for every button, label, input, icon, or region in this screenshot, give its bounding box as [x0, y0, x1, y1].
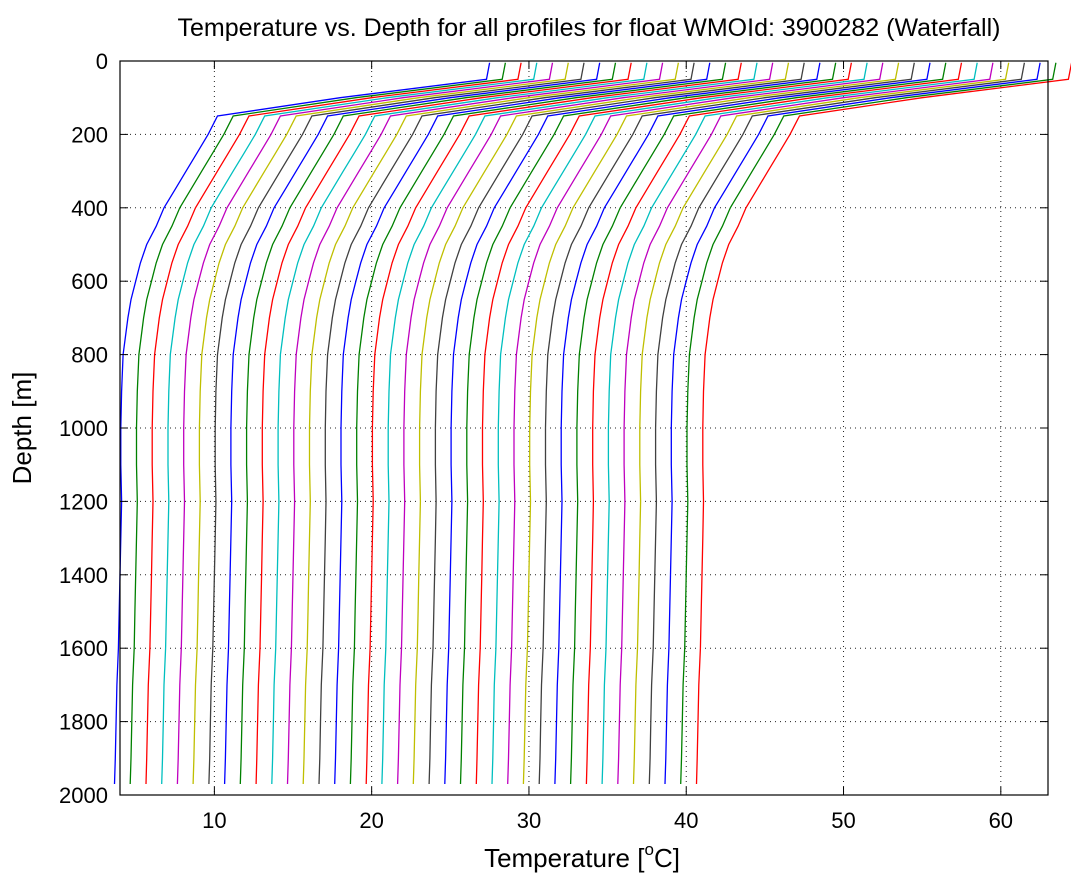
profile-line — [381, 62, 758, 785]
y-tick-label: 200 — [71, 122, 108, 147]
profile-line — [396, 62, 774, 785]
profile-line — [680, 62, 1057, 785]
profile-line — [664, 62, 1041, 785]
profile-line — [601, 62, 978, 785]
profile-line — [176, 62, 554, 785]
axis-ticks: 10 20 30 40 50 600200400600800100012001400160… — [59, 49, 1048, 833]
profile-line — [192, 62, 569, 785]
y-tick-label: 1600 — [59, 636, 108, 661]
profile-line — [271, 62, 648, 785]
profile-line — [161, 62, 538, 785]
profile-line — [365, 62, 742, 785]
x-tick-label: 20 — [359, 808, 383, 833]
profile-line — [522, 62, 900, 785]
profile-line — [475, 62, 853, 785]
x-axis-label-end: C] — [654, 843, 680, 873]
profile-line — [554, 62, 931, 785]
profile-line — [491, 62, 868, 785]
y-tick-label: 400 — [71, 196, 108, 221]
y-tick-label: 1000 — [59, 416, 108, 441]
y-tick-label: 600 — [71, 269, 108, 294]
profile-line — [585, 62, 963, 785]
y-tick-label: 800 — [71, 343, 108, 368]
x-axis-label-superscript: o — [644, 840, 653, 859]
x-tick-label: 60 — [989, 808, 1013, 833]
profile-line — [318, 62, 695, 785]
grid-lines — [120, 61, 1048, 795]
y-tick-label: 1400 — [59, 563, 108, 588]
x-axis-label-main: Temperature [ — [484, 843, 645, 873]
profile-line — [302, 62, 680, 785]
y-tick-label: 0 — [96, 49, 108, 74]
plot-frame — [119, 60, 1049, 796]
y-tick-label: 1200 — [59, 489, 108, 514]
profile-line — [286, 62, 664, 785]
profile-lines — [113, 62, 1071, 785]
profile-line — [145, 62, 522, 785]
profile-line — [507, 62, 884, 785]
profile-line — [538, 62, 915, 785]
x-axis-label: Temperature [oC] — [484, 840, 680, 873]
x-tick-label: 30 — [517, 808, 541, 833]
profile-line — [113, 62, 491, 785]
profile-line — [428, 62, 805, 785]
profile-line — [459, 62, 837, 785]
y-tick-label: 2000 — [59, 783, 108, 808]
y-axis-label: Depth [m] — [7, 372, 37, 485]
profile-line — [129, 62, 507, 785]
profile-line — [617, 62, 994, 785]
profile-line — [349, 62, 727, 785]
profile-line — [223, 62, 601, 785]
profile-line — [569, 62, 947, 785]
profile-line — [239, 62, 617, 785]
y-tick-label: 1800 — [59, 710, 108, 735]
profile-line — [412, 62, 790, 785]
profile-line — [255, 62, 632, 785]
x-tick-label: 10 — [202, 808, 226, 833]
profile-line — [632, 62, 1010, 785]
profile-line — [334, 62, 711, 785]
chart-title: Temperature vs. Depth for all profiles f… — [177, 14, 1000, 42]
profile-line — [695, 62, 1071, 785]
profile-line — [444, 62, 821, 785]
x-tick-label: 40 — [674, 808, 698, 833]
profile-line — [208, 62, 585, 785]
profile-line — [648, 62, 1026, 785]
x-tick-label: 50 — [831, 808, 855, 833]
